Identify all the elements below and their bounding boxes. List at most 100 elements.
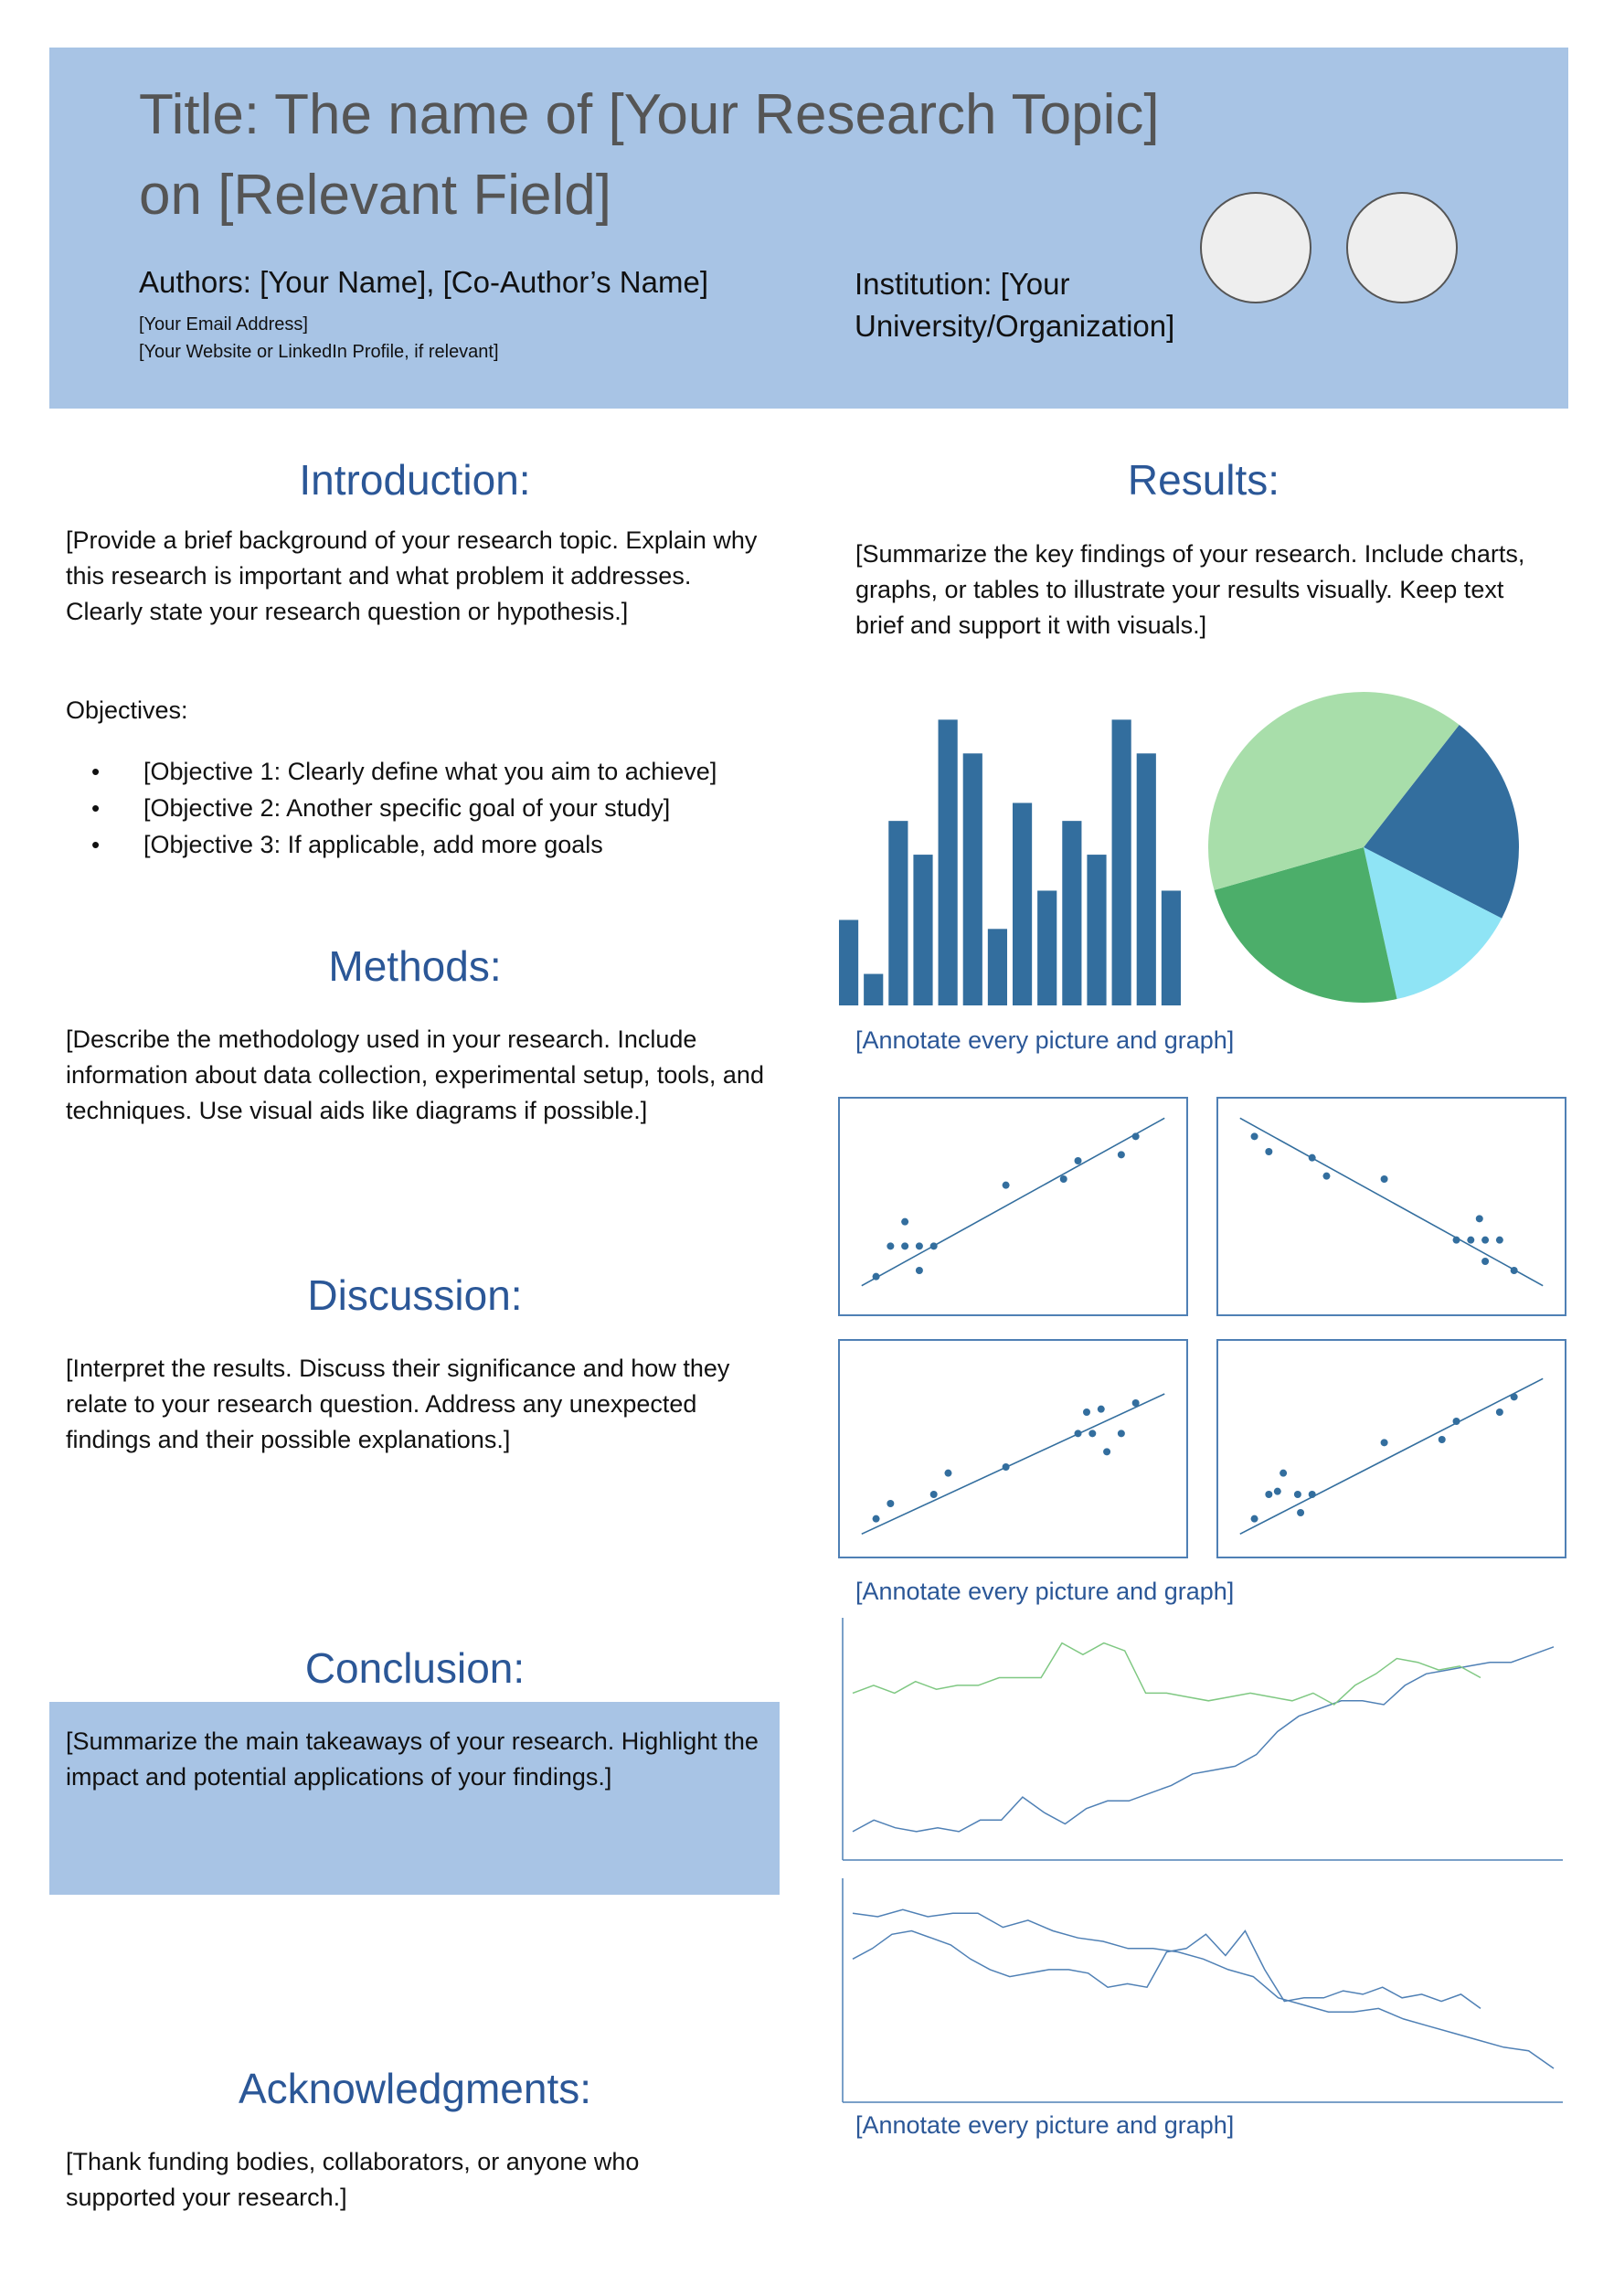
pie-slice	[1214, 847, 1397, 1003]
methods-heading: Methods:	[328, 942, 502, 990]
bar	[1111, 719, 1131, 1005]
discussion-heading: Discussion:	[307, 1271, 523, 1319]
poster-title: Title: The name of [Your Research Topic]…	[139, 83, 1160, 227]
scatter-point	[1117, 1151, 1125, 1159]
scatter-point	[1475, 1215, 1483, 1223]
objective-item: [Objective 2: Another specific goal of y…	[66, 790, 779, 826]
scatter-plot-3	[838, 1339, 1188, 1558]
scatter-point	[944, 1469, 952, 1477]
figure-caption: [Annotate every picture and graph]	[855, 2111, 1235, 2139]
bar	[913, 855, 933, 1005]
figure-caption: [Annotate every picture and graph]	[855, 1026, 1235, 1054]
trend-line	[861, 1117, 1165, 1287]
scatter-point	[1452, 1236, 1460, 1244]
scatter-point	[1273, 1487, 1281, 1495]
acknowledgments-heading: Acknowledgments:	[238, 2065, 592, 2112]
line-chart-1	[842, 1618, 1563, 1861]
series-line	[852, 1908, 1555, 2069]
plot-frame	[838, 1339, 1188, 1558]
pie-slice	[1364, 725, 1519, 919]
trend-line	[1239, 1377, 1544, 1536]
bar	[1161, 890, 1182, 1005]
scatter-point	[887, 1242, 895, 1250]
conclusion-box	[49, 1702, 780, 1895]
series-line	[852, 1642, 1481, 1706]
author-website: [Your Website or LinkedIn Profile, if re…	[139, 342, 499, 362]
results-text: [Summarize the key findings of your rese…	[855, 540, 1525, 639]
scatter-point	[915, 1242, 923, 1250]
scatter-point	[929, 1491, 938, 1498]
introduction-text: [Provide a brief background of your rese…	[66, 526, 758, 625]
scatter-point	[1250, 1132, 1258, 1141]
objectives-list: [Objective 1: Clearly define what you ai…	[66, 753, 779, 863]
scatter-point	[1088, 1430, 1097, 1438]
bar	[864, 973, 884, 1005]
pie-chart	[1208, 692, 1519, 1003]
scatter-point	[1308, 1491, 1316, 1498]
pie-slice	[1208, 692, 1460, 890]
scatter-point	[1467, 1236, 1475, 1244]
scatter-point	[1452, 1418, 1460, 1425]
pie-slice	[1364, 847, 1503, 1000]
bar	[938, 719, 958, 1005]
scatter-point	[1082, 1408, 1090, 1416]
methods-text: [Describe the methodology used in your r…	[66, 1026, 764, 1124]
figure-caption: [Annotate every picture and graph]	[855, 1578, 1235, 1605]
scatter-plot-2	[1216, 1097, 1566, 1316]
results-heading: Results:	[1127, 456, 1280, 504]
scatter-point	[1297, 1509, 1305, 1516]
scatter-point	[901, 1242, 909, 1250]
scatter-point	[1074, 1430, 1082, 1438]
introduction-heading: Introduction:	[299, 456, 531, 504]
scatter-point	[872, 1272, 880, 1281]
plot-frame	[838, 1097, 1188, 1316]
plot-frame	[1216, 1339, 1566, 1558]
scatter-point	[1131, 1132, 1140, 1141]
scatter-point	[1380, 1439, 1388, 1447]
bar	[987, 929, 1008, 1005]
scatter-point	[872, 1515, 880, 1523]
bar-chart	[838, 719, 1182, 1005]
scatter-point	[1059, 1175, 1067, 1183]
bar	[1087, 855, 1107, 1005]
scatter-point	[1481, 1236, 1490, 1244]
scatter-plot-1	[838, 1097, 1188, 1316]
scatter-point	[1250, 1515, 1258, 1523]
bar	[962, 753, 982, 1005]
conclusion-heading: Conclusion:	[304, 1644, 526, 1692]
series-line	[852, 1929, 1481, 2010]
scatter-point	[887, 1500, 895, 1507]
scatter-point	[1265, 1491, 1273, 1498]
scatter-point	[915, 1267, 923, 1274]
scatter-point	[1280, 1469, 1288, 1477]
series-line	[852, 1646, 1555, 1833]
scatter-point	[1308, 1153, 1316, 1162]
scatter-plot-4	[1216, 1339, 1566, 1558]
scatter-point	[1481, 1258, 1490, 1265]
scatter-point	[1131, 1399, 1140, 1407]
trend-line	[861, 1393, 1165, 1536]
bar	[1136, 753, 1156, 1005]
scatter-point	[1265, 1148, 1273, 1155]
acknowledgments-text: [Thank funding bodies, collaborators, or…	[66, 2148, 640, 2211]
scatter-point	[1103, 1448, 1111, 1456]
scatter-point	[1117, 1430, 1125, 1438]
poster-header: Title: The name of [Your Research Topic]…	[49, 48, 1568, 409]
bar	[888, 821, 908, 1005]
objective-item: [Objective 3: If applicable, add more go…	[66, 826, 779, 863]
bar	[1037, 890, 1057, 1005]
scatter-point	[1510, 1267, 1518, 1274]
plot-frame	[1216, 1097, 1566, 1316]
scatter-point	[1510, 1393, 1518, 1401]
conclusion-text: [Summarize the main takeaways of your re…	[66, 1727, 759, 1791]
institution: Institution: [Your University/Organizati…	[855, 267, 1175, 343]
author-email: [Your Email Address]	[139, 314, 308, 335]
logo-placeholder-2	[1346, 192, 1458, 303]
scatter-point	[1097, 1405, 1105, 1413]
scatter-point	[929, 1242, 938, 1250]
logo-placeholder-1	[1200, 192, 1311, 303]
discussion-text: [Interpret the results. Discuss their si…	[66, 1355, 730, 1453]
objective-item: [Objective 1: Clearly define what you ai…	[66, 753, 779, 790]
scatter-point	[901, 1217, 909, 1226]
objectives-label: Objectives:	[66, 696, 188, 724]
